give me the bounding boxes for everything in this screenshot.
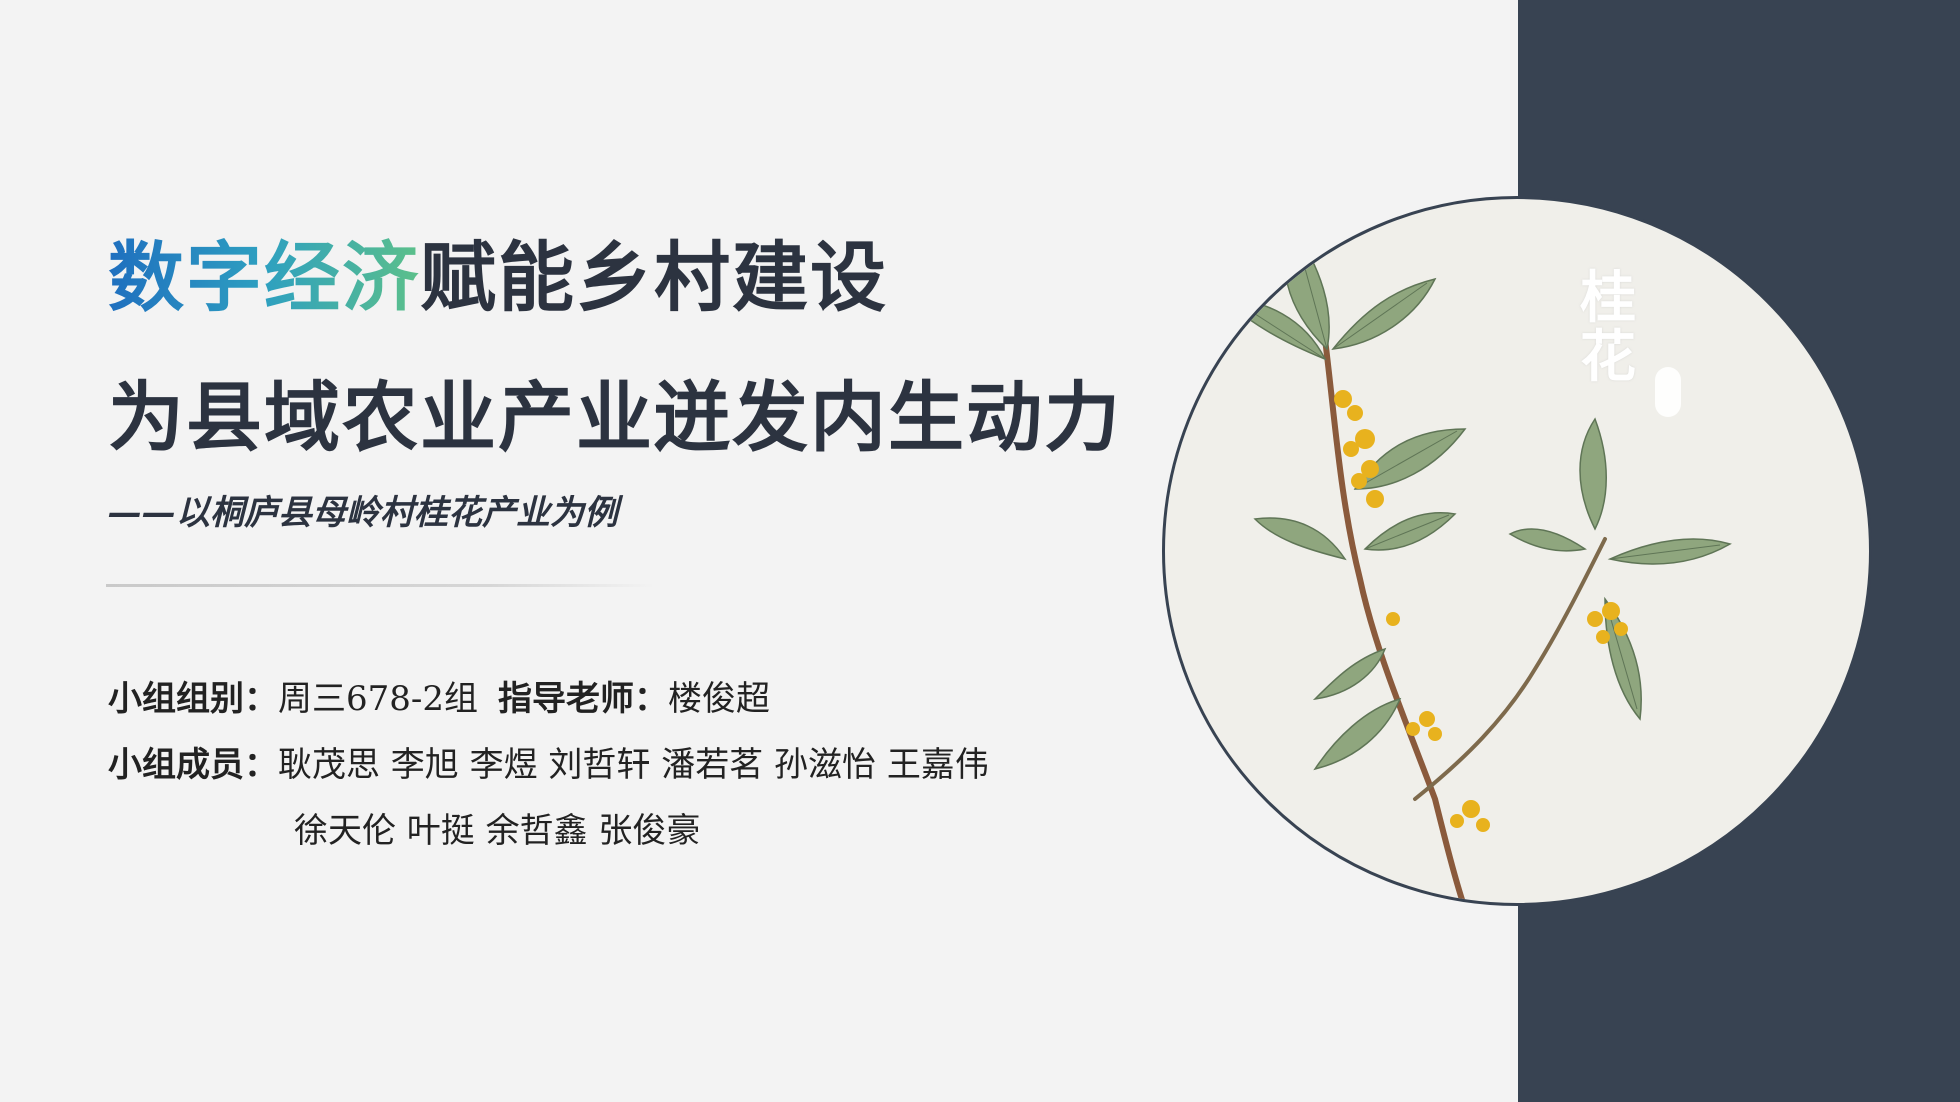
osmanthus-title: 桂 花 (1573, 269, 1643, 387)
members-line-2: 徐天伦 叶挺 余哲鑫 张俊豪 (294, 811, 701, 851)
members-row: 小组成员：耿茂思 李旭 李煜 刘哲轩 潘若茗 孙滋怡 王嘉伟 (108, 748, 989, 782)
osmanthus-illustration-circle: 桂 花 (1162, 196, 1872, 906)
group-value: 周三678-2组 (278, 679, 479, 719)
group-label: 小组组别： (108, 679, 278, 719)
members-line-1: 耿茂思 李旭 李煜 刘哲轩 潘若茗 孙滋怡 王嘉伟 (278, 745, 989, 785)
members-label: 小组成员： (108, 745, 278, 785)
teacher-value: 楼俊超 (668, 679, 771, 719)
title-char-1: 桂 (1580, 265, 1636, 331)
divider-line (106, 584, 654, 587)
members-row-continued: 徐天伦 叶挺 余哲鑫 张俊豪 (294, 814, 700, 848)
teacher-label: 指导老师： (498, 679, 669, 719)
group-info-row: 小组组别：周三678-2组 指导老师：楼俊超 (108, 682, 770, 716)
title-line-2: 为县域农业产业迸发内生动力 (108, 373, 1122, 462)
osmanthus-branch-illustration (1223, 227, 1732, 903)
title-line-1: 数字经济赋能乡村建设 (108, 240, 888, 316)
seal-stamp (1655, 367, 1681, 417)
title-accent-text: 数字经济 (108, 233, 420, 322)
subtitle: ——以桐庐县母岭村桂花产业为例 (108, 493, 618, 533)
title-line-1-rest: 赋能乡村建设 (420, 233, 888, 322)
title-char-2: 花 (1580, 323, 1636, 390)
